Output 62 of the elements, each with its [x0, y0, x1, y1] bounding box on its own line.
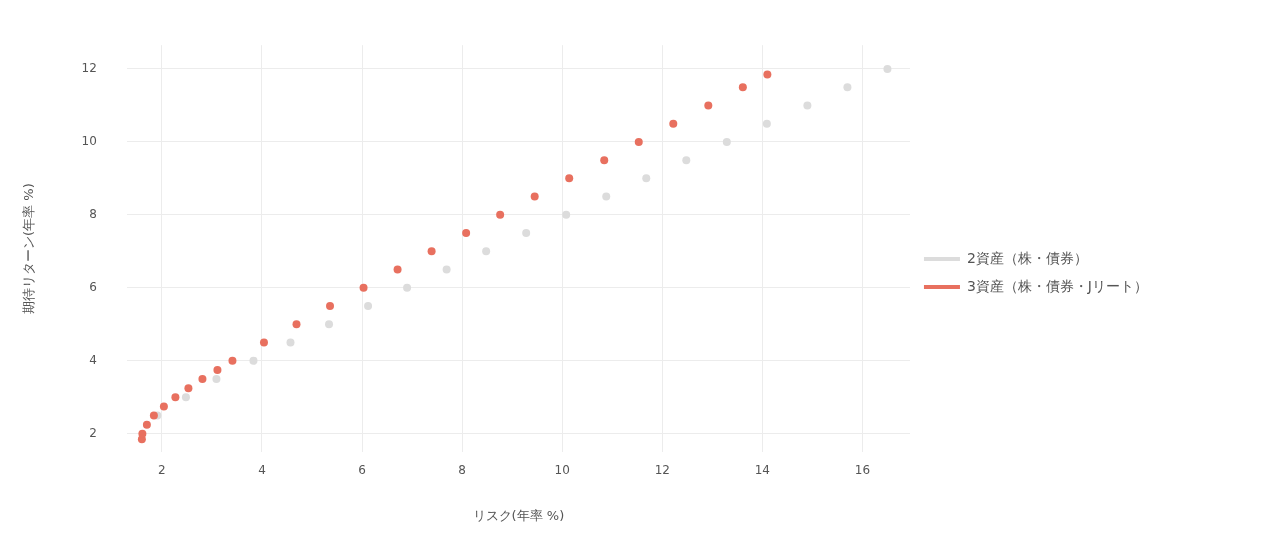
- x-tick-label: 12: [654, 463, 670, 478]
- point: [159, 402, 168, 411]
- point: [482, 247, 491, 256]
- point: [212, 375, 221, 384]
- point: [181, 393, 190, 402]
- point: [682, 156, 691, 165]
- point: [403, 283, 412, 292]
- x-tick-label: 6: [358, 463, 366, 478]
- point: [642, 174, 651, 183]
- point: [883, 64, 892, 73]
- point: [359, 283, 368, 292]
- point: [562, 210, 571, 219]
- point: [634, 137, 643, 146]
- y-tick-label: 4: [89, 352, 97, 367]
- x-tick-label: 4: [258, 463, 266, 478]
- y-tick-label: 6: [89, 279, 97, 294]
- point: [149, 411, 158, 420]
- point: [325, 320, 334, 329]
- point: [326, 302, 335, 311]
- point: [142, 420, 151, 429]
- x-tick-label: 10: [554, 463, 570, 478]
- point: [522, 229, 531, 238]
- y-axis-title: 期待リターン(年率 %): [21, 183, 37, 314]
- point: [184, 384, 193, 393]
- point: [803, 101, 812, 110]
- y-tick-label: 10: [81, 134, 97, 149]
- point: [213, 365, 222, 374]
- point: [763, 70, 772, 79]
- point: [171, 393, 180, 402]
- point: [138, 429, 147, 438]
- point: [496, 210, 505, 219]
- point: [722, 137, 731, 146]
- point: [259, 338, 268, 347]
- point: [762, 119, 771, 128]
- point: [738, 83, 747, 92]
- y-tick-label: 2: [89, 425, 97, 440]
- x-tick-label: 16: [854, 463, 871, 478]
- point: [565, 174, 574, 183]
- point: [198, 375, 207, 384]
- legend-label: 3資産（株・債券・Jリート）: [966, 277, 1149, 294]
- x-tick-label: 14: [754, 463, 770, 478]
- point: [462, 229, 471, 238]
- x-axis-title: リスク(年率 %): [472, 507, 565, 523]
- y-tick-label: 12: [81, 61, 97, 76]
- point: [600, 156, 609, 165]
- x-tick-label: 8: [458, 463, 466, 478]
- x-tick-label: 2: [158, 463, 166, 478]
- point: [427, 247, 436, 256]
- y-tick-label: 8: [89, 206, 97, 221]
- legend-label: 2資産（株・債券）: [966, 249, 1088, 266]
- point: [442, 265, 451, 274]
- point: [602, 192, 611, 201]
- point: [530, 192, 539, 201]
- point: [292, 320, 301, 329]
- point: [286, 338, 295, 347]
- point: [364, 302, 373, 311]
- point: [843, 83, 852, 92]
- point: [228, 356, 237, 365]
- point: [249, 356, 258, 365]
- point: [704, 101, 713, 110]
- point: [393, 265, 402, 274]
- point: [669, 119, 678, 128]
